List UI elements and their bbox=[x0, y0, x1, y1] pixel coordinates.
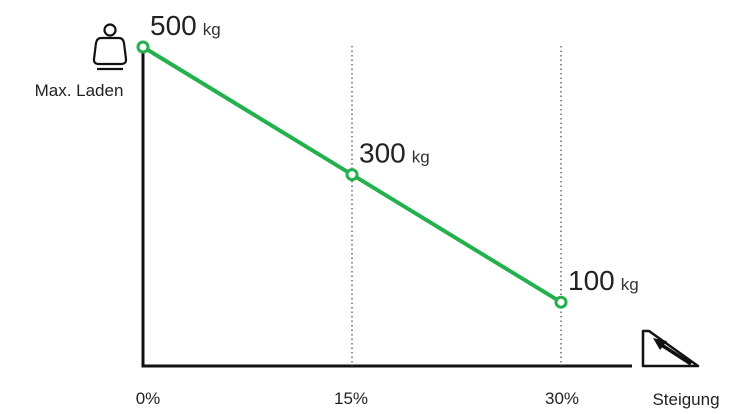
data-label: 100 kg bbox=[568, 265, 639, 296]
data-point-15% bbox=[345, 168, 359, 182]
y-axis-label: Max. Laden bbox=[35, 81, 124, 100]
data-point-0% bbox=[136, 40, 150, 54]
series-layer bbox=[136, 40, 568, 309]
x-tick-labels: 0% 15% 30% bbox=[136, 389, 579, 408]
data-label: 300 kg bbox=[359, 138, 430, 169]
x-tick-label: 0% bbox=[136, 389, 161, 408]
slope-icon bbox=[641, 329, 700, 368]
x-axis-label: Steigung bbox=[652, 390, 719, 409]
data-label: 500 kg bbox=[150, 10, 221, 41]
axes bbox=[141, 50, 632, 368]
x-tick-label: 15% bbox=[334, 389, 368, 408]
weight-person-icon bbox=[92, 23, 128, 71]
data-labels: 500 kg 300 kg 100 kg bbox=[150, 10, 639, 296]
grid-lines bbox=[351, 46, 562, 366]
x-tick-label: 30% bbox=[545, 389, 579, 408]
data-point-30% bbox=[554, 295, 568, 309]
